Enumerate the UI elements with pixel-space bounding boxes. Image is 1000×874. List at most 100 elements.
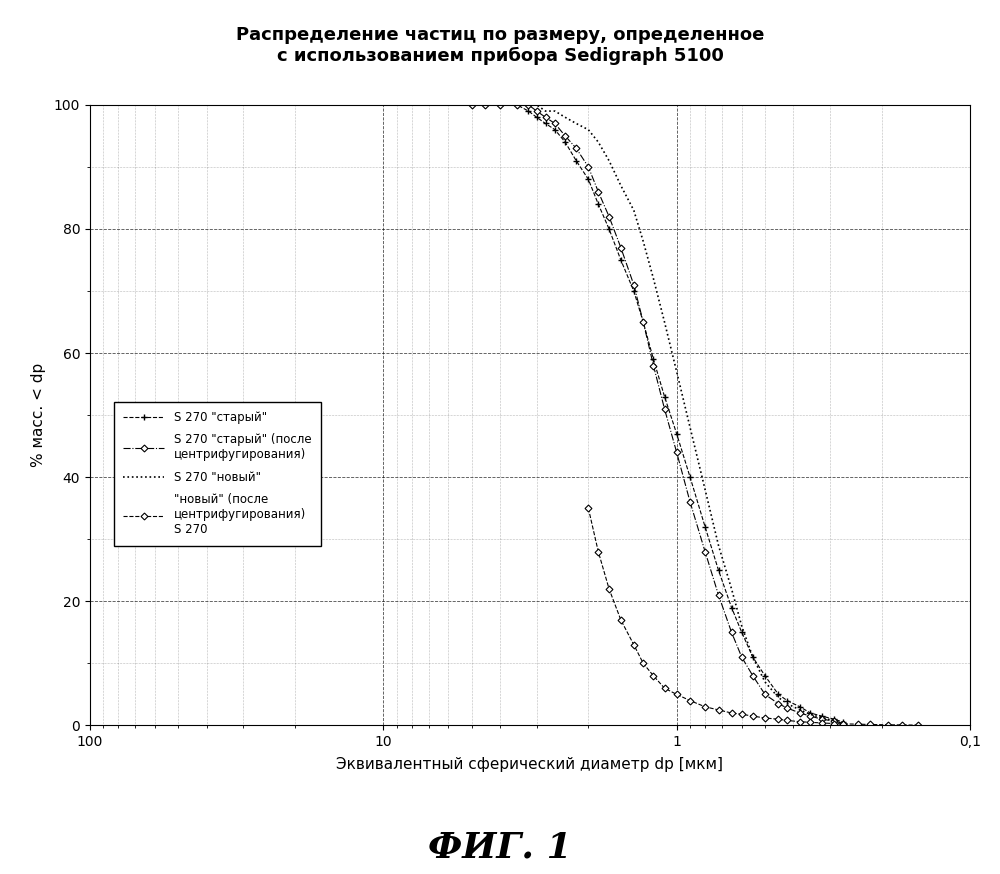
"новый" (после
центрифугирования)
S 270: [582, 503, 594, 514]
"новый" (после
центрифугирования)
S 270: [804, 717, 816, 727]
S 270 "старый" (после
центрифугирования): [781, 703, 793, 713]
S 270 "новый": [828, 715, 840, 725]
"новый" (после
центрифугирования)
S 270: [816, 718, 828, 728]
S 270 "новый": [522, 100, 534, 110]
Y-axis label: % масс. < dp: % масс. < dp: [31, 363, 46, 468]
S 270 "старый": [466, 100, 478, 110]
S 270 "старый": [804, 708, 816, 718]
"новый" (после
центрифугирования)
S 270: [647, 670, 659, 681]
S 270 "старый": [628, 286, 640, 296]
S 270 "новый": [637, 236, 649, 246]
S 270 "старый": [828, 714, 840, 725]
"новый" (после
центрифугирования)
S 270: [726, 708, 738, 718]
S 270 "старый" (после
центрифугирования): [804, 711, 816, 721]
S 270 "старый": [559, 137, 571, 148]
"новый" (после
центрифугирования)
S 270: [912, 720, 924, 731]
S 270 "старый": [531, 112, 543, 122]
S 270 "старый" (после
центрифугирования): [759, 689, 771, 699]
S 270 "старый": [603, 224, 615, 234]
"новый" (после
центрифугирования)
S 270: [628, 640, 640, 650]
S 270 "старый": [747, 652, 759, 662]
S 270 "новый": [540, 106, 552, 116]
S 270 "новый": [647, 274, 659, 284]
S 270 "новый": [713, 540, 725, 551]
"новый" (после
центрифугирования)
S 270: [659, 683, 671, 693]
S 270 "новый": [511, 100, 523, 110]
"новый" (после
центрифугирования)
S 270: [852, 719, 864, 730]
S 270 "старый" (после
центрифугирования): [628, 280, 640, 290]
S 270 "старый": [736, 627, 748, 637]
S 270 "новый": [781, 698, 793, 709]
S 270 "старый" (после
центрифугирования): [511, 100, 523, 110]
S 270 "старый": [713, 565, 725, 575]
S 270 "старый": [816, 711, 828, 721]
"новый" (после
центрифугирования)
S 270: [684, 696, 696, 706]
S 270 "старый" (после
центрифугирования): [713, 590, 725, 600]
S 270 "старый" (после
центрифугирования): [699, 546, 711, 557]
S 270 "новый": [772, 692, 784, 703]
S 270 "старый": [570, 156, 582, 166]
S 270 "старый" (после
центрифугирования): [736, 652, 748, 662]
S 270 "старый" (после
центрифугирования): [531, 106, 543, 116]
"новый" (после
центрифугирования)
S 270: [864, 719, 876, 730]
S 270 "старый" (после
центрифугирования): [522, 100, 534, 110]
Text: Распределение частиц по размеру, определенное
с использованием прибора Sedigraph: Распределение частиц по размеру, определ…: [236, 26, 764, 66]
S 270 "старый": [522, 106, 534, 116]
"новый" (после
центрифугирования)
S 270: [736, 709, 748, 719]
S 270 "старый": [479, 100, 491, 110]
S 270 "новый": [804, 709, 816, 719]
S 270 "старый": [659, 392, 671, 402]
S 270 "новый": [549, 106, 561, 116]
S 270 "старый": [511, 100, 523, 110]
S 270 "старый" (после
центрифугирования): [772, 698, 784, 709]
S 270 "старый": [671, 428, 683, 439]
S 270 "новый": [699, 484, 711, 495]
S 270 "старый" (после
центрифугирования): [659, 404, 671, 414]
S 270 "новый": [592, 137, 604, 148]
S 270 "новый": [671, 366, 683, 377]
S 270 "новый": [736, 621, 748, 631]
S 270 "новый": [582, 124, 594, 135]
S 270 "старый" (после
центрифугирования): [466, 100, 478, 110]
S 270 "новый": [479, 100, 491, 110]
"новый" (после
центрифугирования)
S 270: [896, 719, 908, 730]
S 270 "новый": [570, 118, 582, 128]
S 270 "новый": [531, 100, 543, 110]
S 270 "новый": [603, 156, 615, 166]
S 270 "новый": [726, 584, 738, 594]
S 270 "старый": [549, 124, 561, 135]
S 270 "старый" (после
центрифугирования): [671, 447, 683, 458]
S 270 "новый": [759, 676, 771, 687]
"новый" (после
центрифугирования)
S 270: [772, 714, 784, 725]
S 270 "старый": [699, 522, 711, 532]
S 270 "старый" (после
центрифугирования): [570, 143, 582, 154]
S 270 "старый": [637, 316, 649, 327]
S 270 "старый" (после
центрифугирования): [647, 360, 659, 371]
S 270 "старый" (после
центрифугирования): [726, 627, 738, 637]
S 270 "новый": [837, 718, 849, 728]
S 270 "старый": [494, 100, 506, 110]
"новый" (после
центрифугирования)
S 270: [794, 717, 806, 727]
Legend: S 270 "старый", S 270 "старый" (после
центрифугирования), S 270 "новый", "новый": S 270 "старый", S 270 "старый" (после це…: [114, 401, 321, 545]
Line: "новый" (после
центрифугирования)
S 270: "новый" (после центрифугирования) S 270: [586, 506, 921, 727]
S 270 "старый": [647, 354, 659, 364]
"новый" (после
центрифугирования)
S 270: [592, 546, 604, 557]
S 270 "старый" (после
центрифугирования): [494, 100, 506, 110]
S 270 "старый": [726, 602, 738, 613]
S 270 "старый" (после
центрифугирования): [828, 716, 840, 726]
S 270 "старый" (после
центрифугирования): [816, 714, 828, 725]
S 270 "старый": [615, 254, 627, 265]
Line: S 270 "старый": S 270 "старый": [468, 101, 847, 725]
"новый" (после
центрифугирования)
S 270: [637, 658, 649, 669]
S 270 "старый" (после
центрифугирования): [747, 670, 759, 681]
S 270 "старый" (после
центрифугирования): [794, 708, 806, 718]
"новый" (после
центрифугирования)
S 270: [759, 712, 771, 723]
"новый" (после
центрифугирования)
S 270: [671, 689, 683, 699]
S 270 "новый": [816, 712, 828, 723]
S 270 "старый" (после
центрифугирования): [582, 162, 594, 172]
S 270 "старый": [582, 174, 594, 184]
S 270 "старый": [684, 472, 696, 482]
S 270 "новый": [684, 422, 696, 433]
S 270 "новый": [747, 652, 759, 662]
S 270 "старый" (после
центрифугирования): [559, 130, 571, 141]
